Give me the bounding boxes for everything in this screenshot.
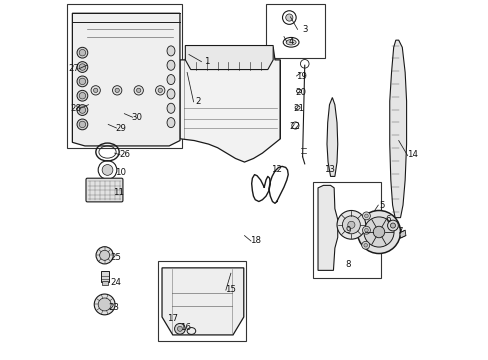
Bar: [101, 271, 109, 282]
Ellipse shape: [77, 62, 88, 72]
Text: 25: 25: [110, 253, 121, 262]
Text: 18: 18: [249, 237, 260, 246]
Text: 21: 21: [292, 104, 304, 113]
Text: 10: 10: [115, 168, 126, 177]
Circle shape: [158, 88, 162, 93]
Ellipse shape: [79, 93, 85, 99]
Circle shape: [102, 165, 113, 175]
Circle shape: [364, 228, 367, 232]
Circle shape: [96, 247, 113, 264]
Text: 8: 8: [345, 260, 350, 269]
Circle shape: [136, 88, 141, 93]
Circle shape: [362, 212, 369, 220]
Bar: [312, 182, 380, 278]
Bar: [102, 281, 108, 285]
Circle shape: [91, 86, 100, 95]
Circle shape: [357, 211, 400, 253]
Text: 4: 4: [288, 37, 293, 46]
Text: 17: 17: [167, 314, 178, 323]
Circle shape: [362, 226, 369, 234]
Bar: [158, 261, 246, 341]
Circle shape: [100, 250, 109, 260]
Polygon shape: [317, 185, 337, 270]
Circle shape: [174, 323, 185, 334]
Circle shape: [94, 294, 115, 315]
Bar: [265, 4, 325, 58]
Ellipse shape: [167, 75, 175, 85]
Ellipse shape: [77, 90, 88, 101]
Ellipse shape: [79, 121, 85, 128]
Circle shape: [361, 241, 369, 249]
Text: 19: 19: [295, 72, 306, 81]
Text: 24: 24: [110, 278, 121, 287]
Circle shape: [98, 298, 111, 311]
Text: 16: 16: [180, 323, 190, 332]
Bar: [67, 4, 182, 148]
Ellipse shape: [167, 60, 175, 70]
Ellipse shape: [79, 64, 85, 70]
Circle shape: [177, 326, 182, 331]
Circle shape: [363, 243, 367, 247]
Text: 13: 13: [324, 165, 335, 174]
Circle shape: [363, 217, 393, 247]
FancyBboxPatch shape: [86, 178, 122, 202]
Circle shape: [389, 223, 395, 228]
Ellipse shape: [167, 46, 175, 56]
Text: 9: 9: [345, 226, 350, 235]
Circle shape: [387, 220, 398, 231]
Text: 15: 15: [224, 285, 235, 294]
Circle shape: [342, 216, 360, 234]
Text: 12: 12: [271, 165, 282, 174]
Text: 29: 29: [115, 123, 126, 132]
Ellipse shape: [77, 119, 88, 130]
Polygon shape: [180, 47, 280, 162]
Circle shape: [155, 86, 164, 95]
Ellipse shape: [167, 103, 175, 113]
Text: 27: 27: [68, 64, 80, 73]
Circle shape: [112, 86, 122, 95]
Ellipse shape: [77, 47, 88, 58]
Text: 20: 20: [295, 87, 306, 96]
Text: 3: 3: [302, 25, 307, 34]
Ellipse shape: [79, 49, 85, 56]
Text: 28: 28: [70, 104, 81, 113]
Text: 26: 26: [119, 150, 130, 159]
Circle shape: [347, 221, 354, 228]
Polygon shape: [185, 45, 273, 69]
Circle shape: [134, 86, 143, 95]
Circle shape: [285, 14, 292, 21]
Ellipse shape: [285, 40, 296, 45]
Ellipse shape: [79, 78, 85, 85]
Circle shape: [372, 226, 384, 238]
Polygon shape: [399, 230, 405, 238]
Circle shape: [115, 88, 119, 93]
Circle shape: [93, 88, 98, 93]
Ellipse shape: [167, 89, 175, 99]
Text: 23: 23: [108, 303, 119, 312]
Ellipse shape: [167, 118, 175, 128]
Polygon shape: [162, 268, 244, 335]
Polygon shape: [389, 40, 406, 218]
Ellipse shape: [79, 107, 85, 113]
Ellipse shape: [77, 105, 88, 116]
Polygon shape: [72, 13, 180, 146]
Ellipse shape: [77, 76, 88, 87]
Text: 6: 6: [385, 215, 390, 224]
Text: 11: 11: [113, 188, 123, 197]
Text: 30: 30: [131, 113, 142, 122]
Text: 22: 22: [288, 122, 300, 131]
Text: 7: 7: [397, 228, 403, 237]
Text: 14: 14: [406, 150, 417, 159]
Text: 2: 2: [195, 96, 200, 105]
Text: 1: 1: [203, 57, 209, 66]
Circle shape: [364, 214, 367, 218]
Text: 5: 5: [379, 201, 385, 210]
Polygon shape: [326, 98, 337, 176]
Circle shape: [336, 211, 365, 239]
